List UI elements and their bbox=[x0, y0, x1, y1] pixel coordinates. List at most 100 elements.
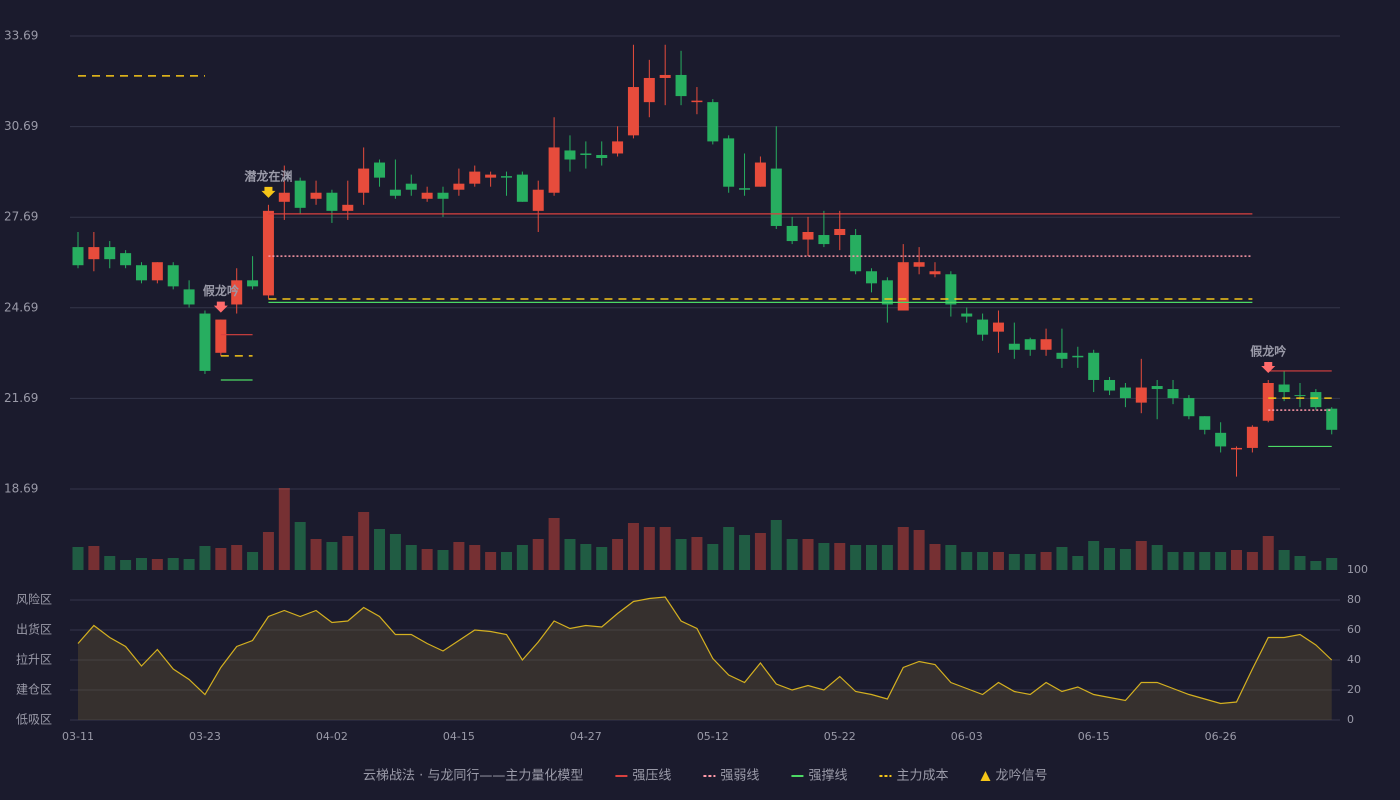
volume-bar bbox=[1183, 552, 1195, 570]
candle-body bbox=[786, 225, 798, 242]
zone-label: 低吸区 bbox=[16, 713, 52, 727]
candle-body bbox=[215, 319, 227, 353]
candle-body bbox=[262, 210, 274, 296]
indicator-area bbox=[78, 597, 1332, 720]
x-tick-label: 03-11 bbox=[62, 730, 94, 743]
x-tick-label: 04-15 bbox=[443, 730, 475, 743]
volume-bar bbox=[405, 545, 417, 570]
volume-bar bbox=[278, 488, 290, 570]
candle-body bbox=[913, 262, 925, 267]
volume-bar bbox=[199, 546, 211, 570]
legend-swatch bbox=[980, 771, 991, 781]
volume-bar bbox=[1151, 545, 1163, 570]
x-tick-label: 05-22 bbox=[824, 730, 856, 743]
candle-body bbox=[294, 180, 306, 208]
candle-body bbox=[437, 192, 449, 199]
zone-label: 建仓区 bbox=[16, 683, 52, 697]
legend-label: 强弱线 bbox=[720, 769, 759, 784]
candle-body bbox=[1088, 352, 1100, 380]
candle-body bbox=[1199, 416, 1211, 430]
candle-body bbox=[834, 228, 846, 236]
y-tick-label: 27.69 bbox=[4, 210, 38, 224]
candle-body bbox=[1104, 379, 1116, 391]
candle-body bbox=[485, 174, 497, 178]
volume-bar bbox=[374, 529, 386, 570]
candle-body bbox=[1008, 343, 1020, 350]
candle-body bbox=[88, 247, 100, 260]
volume-bar bbox=[389, 534, 401, 570]
volume-bar bbox=[1215, 552, 1227, 570]
candle-body bbox=[770, 168, 782, 226]
candle-body bbox=[500, 176, 512, 178]
volume-bar bbox=[723, 527, 735, 570]
candle-body bbox=[247, 280, 259, 287]
candle-body bbox=[818, 235, 830, 245]
candle-body bbox=[897, 262, 909, 311]
volume-bar bbox=[913, 530, 925, 570]
candle-body bbox=[389, 189, 401, 196]
x-tick-label: 06-03 bbox=[951, 730, 983, 743]
volume-bar bbox=[580, 544, 592, 570]
volume-bar bbox=[421, 549, 433, 570]
volume-bar bbox=[866, 545, 877, 570]
candle-body bbox=[151, 262, 163, 281]
candle-body bbox=[1278, 384, 1290, 393]
candle-body bbox=[453, 183, 465, 190]
volume-bar bbox=[231, 545, 243, 570]
candle-body bbox=[358, 168, 370, 193]
y-tick-label: 33.69 bbox=[4, 29, 38, 43]
candle-body bbox=[1024, 339, 1036, 350]
volume-bar bbox=[342, 536, 354, 570]
candle-body bbox=[723, 138, 735, 187]
candle-body bbox=[120, 253, 132, 266]
candle-body bbox=[72, 247, 84, 266]
volume-bar bbox=[548, 518, 560, 570]
candle-body bbox=[342, 204, 354, 211]
candle-body bbox=[310, 192, 322, 199]
volume-bar bbox=[1294, 556, 1306, 570]
x-tick-label: 06-15 bbox=[1078, 730, 1110, 743]
candle-body bbox=[516, 174, 528, 202]
candle-body bbox=[659, 74, 671, 78]
candle-body bbox=[167, 265, 179, 287]
volume-bar bbox=[500, 552, 512, 570]
candle-body bbox=[707, 102, 719, 142]
candle-body bbox=[1072, 355, 1084, 358]
volume-bar bbox=[88, 546, 100, 570]
volume-bar bbox=[453, 542, 465, 570]
volume-bar bbox=[596, 547, 608, 570]
annotation: 假龙吟 bbox=[203, 283, 239, 298]
candle-body bbox=[675, 74, 687, 97]
y-tick-label: 30.69 bbox=[4, 119, 38, 133]
candle-body bbox=[580, 153, 592, 155]
volume-bar bbox=[135, 558, 147, 570]
candle-body bbox=[1040, 339, 1052, 350]
zone-label: 出货区 bbox=[16, 622, 52, 637]
candle-body bbox=[231, 280, 243, 305]
volume-bar bbox=[326, 542, 338, 570]
volume-bar bbox=[1326, 558, 1338, 570]
x-tick-label: 05-12 bbox=[697, 730, 729, 743]
x-tick-label: 06-26 bbox=[1205, 730, 1237, 743]
candle-body bbox=[643, 77, 655, 103]
x-tick-label: 04-27 bbox=[570, 730, 602, 743]
volume-bar bbox=[770, 520, 782, 570]
volume-bar bbox=[1104, 548, 1116, 570]
volume-bar bbox=[1262, 536, 1274, 570]
candle-body bbox=[1183, 398, 1195, 417]
candle-body bbox=[961, 313, 973, 317]
volume-bar bbox=[516, 545, 528, 570]
volume-bar bbox=[532, 539, 544, 570]
x-tick-label: 03-23 bbox=[189, 730, 221, 743]
volume-bar bbox=[72, 547, 84, 570]
volume-bar bbox=[358, 512, 370, 570]
candle-body bbox=[374, 162, 386, 178]
y-tick-label: 24.69 bbox=[4, 300, 38, 314]
y2-tick-label: 40 bbox=[1347, 653, 1361, 666]
volume-bar bbox=[247, 552, 259, 570]
candle-body bbox=[1310, 392, 1322, 408]
volume-bar bbox=[167, 558, 179, 570]
volume-bar bbox=[1024, 554, 1036, 570]
